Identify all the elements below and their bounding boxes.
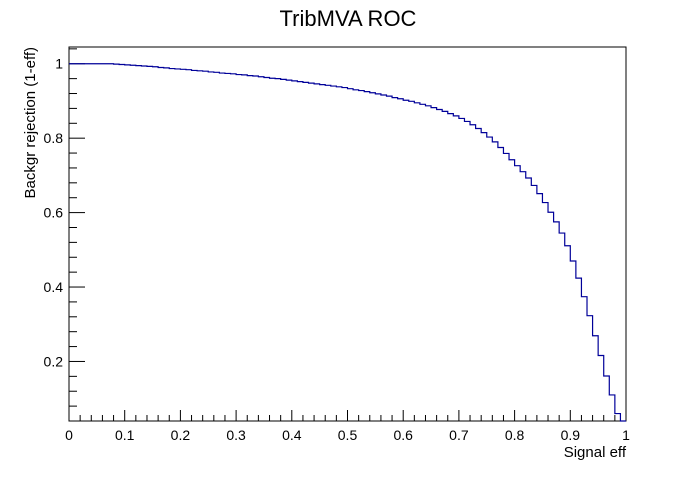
y-axis-label: Backgr rejection (1-eff)	[22, 47, 39, 198]
y-tick-label: 0.4	[44, 279, 64, 295]
x-tick-label: 0.7	[449, 427, 469, 443]
x-tick-label: 0.4	[282, 427, 302, 443]
x-axis-label: Signal eff	[564, 444, 627, 461]
x-tick-label: 0.5	[338, 427, 358, 443]
x-tick-label: 0.1	[115, 427, 135, 443]
x-axis: 0 0.1 0.2 0.3 0.4 0.5 0.6 0.7 0.8 0.9 1	[65, 410, 630, 443]
x-tick-label: 1	[622, 427, 630, 443]
x-tick-label: 0.9	[561, 427, 581, 443]
plot-frame	[68, 46, 627, 422]
y-tick-label: 1	[55, 56, 63, 72]
y-tick-label: 0.2	[44, 353, 64, 369]
x-tick-label: 0.2	[171, 427, 191, 443]
chart-title: TribMVA ROC	[280, 6, 417, 31]
x-tick-label: 0	[65, 427, 73, 443]
x-tick-label: 0.6	[393, 427, 413, 443]
roc-curve	[69, 63, 626, 422]
y-tick-label: 0.8	[44, 130, 64, 146]
x-tick-label: 0.8	[505, 427, 525, 443]
x-tick-label: 0.3	[226, 427, 246, 443]
y-tick-label: 0.6	[44, 205, 64, 221]
y-axis: 0.2 0.4 0.6 0.8 1	[44, 48, 85, 422]
